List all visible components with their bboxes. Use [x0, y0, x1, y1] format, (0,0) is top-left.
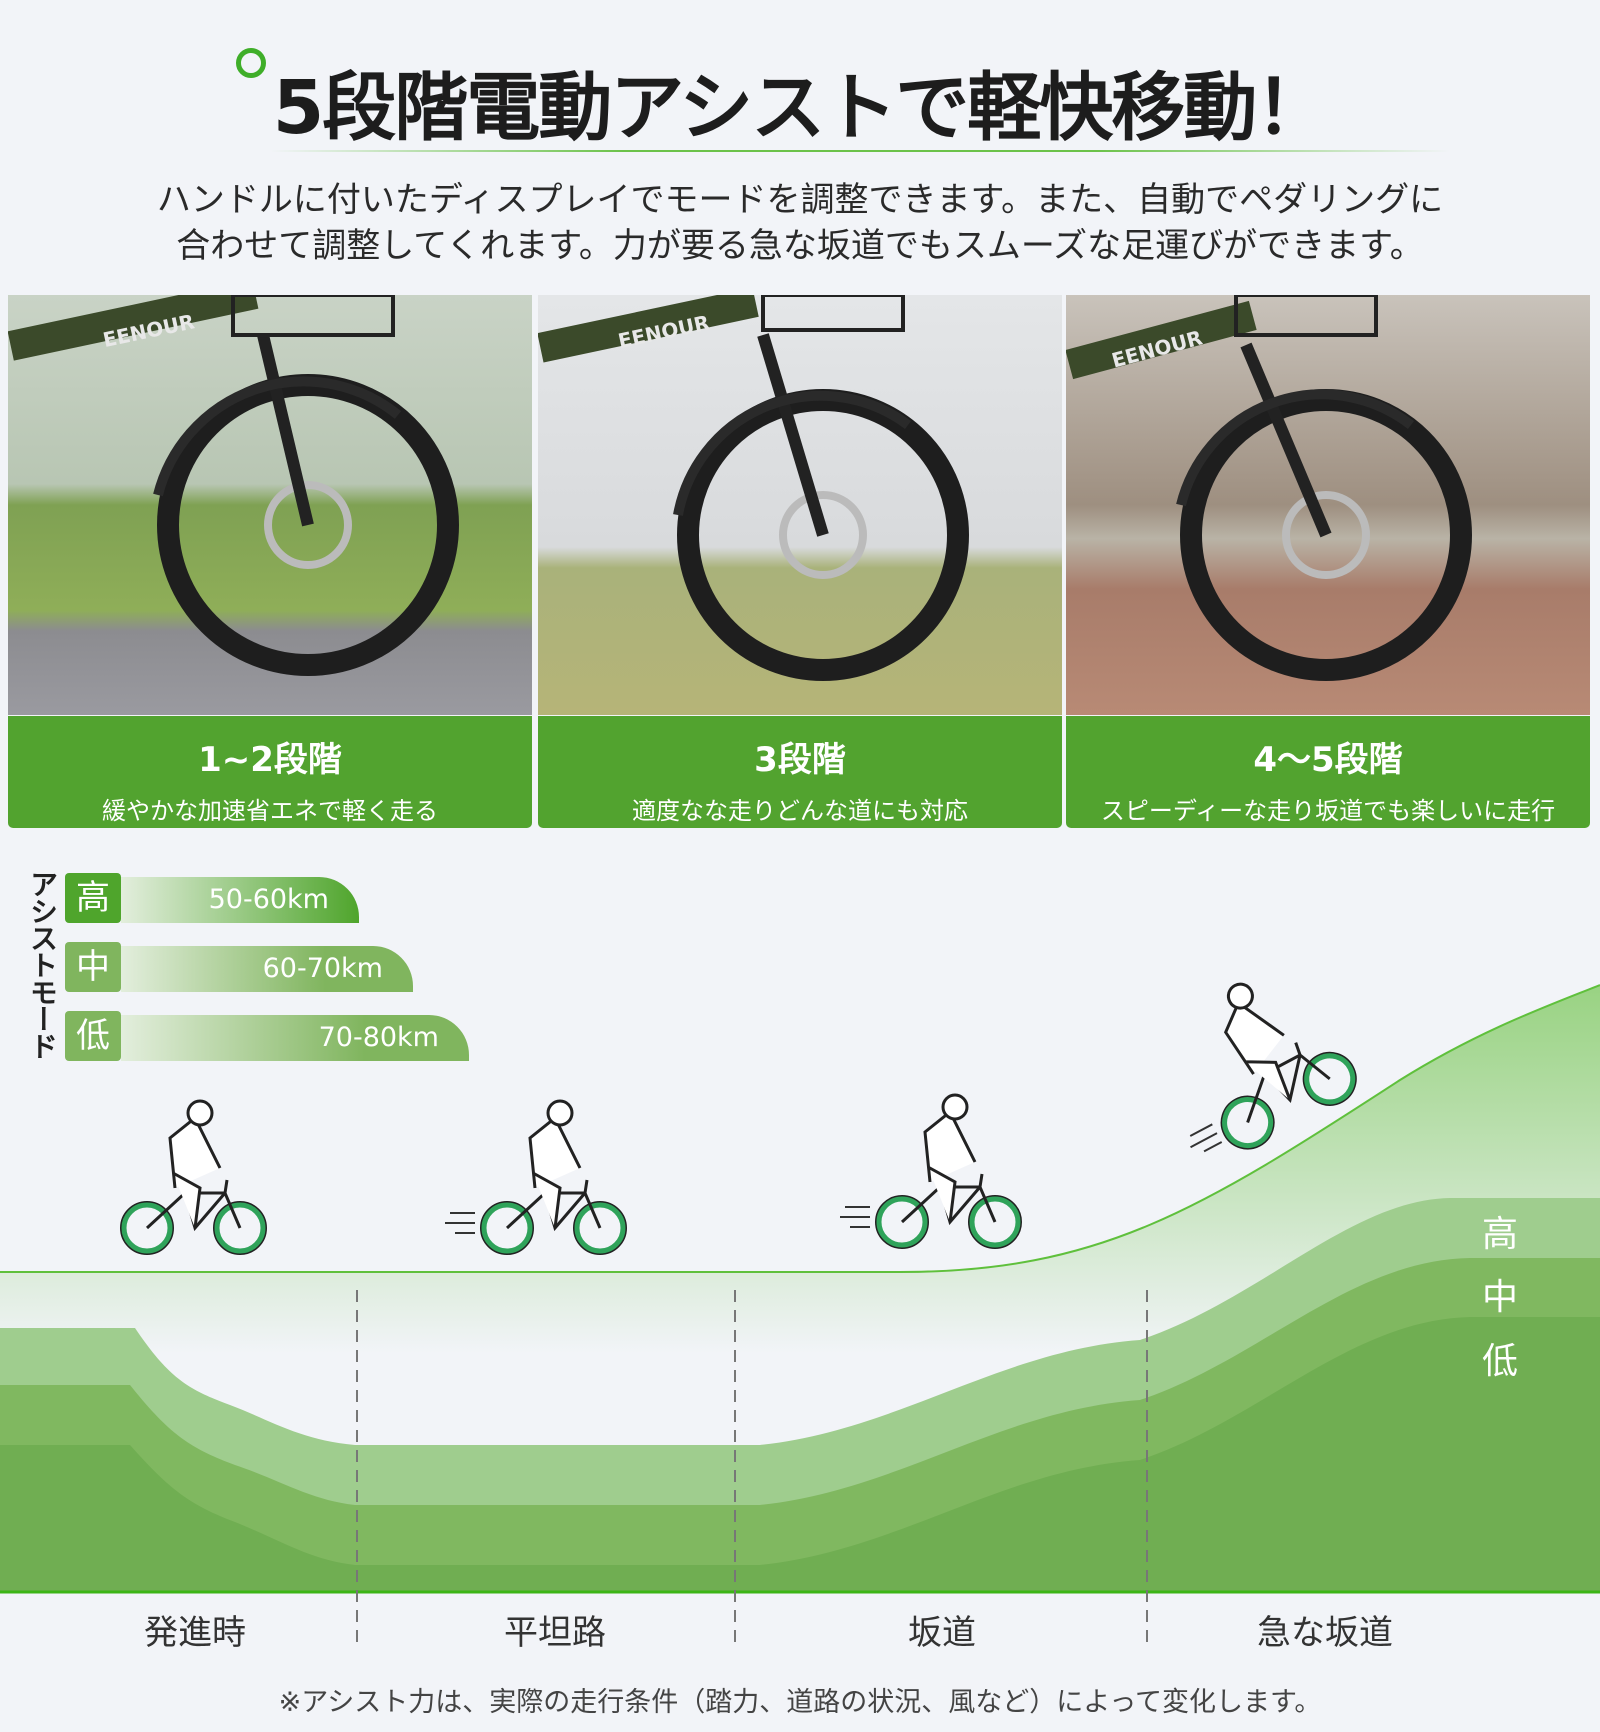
photo-panel-1: EENOUR [8, 295, 532, 715]
bike-wheel-image: EENOUR [538, 295, 969, 681]
mode-description: 適度なな走りどんな道にも対応 [632, 797, 968, 825]
mode-description: スピーディーな走り坂道でも楽しいに走行 [1100, 797, 1556, 825]
band-label-high: 高 [1481, 1214, 1518, 1255]
band-label-mid: 中 [1481, 1277, 1518, 1318]
subtitle-line-1: ハンドルに付いたディスプレイでモードを調整できます。また、自動でペダリングに [156, 180, 1444, 220]
footnote: ※アシスト力は、実際の走行条件（踏力、道路の状況、風など）によって変化します。 [278, 1687, 1322, 1718]
level-high-range: 50-60km [121, 877, 359, 923]
stage-start: 発進時 [144, 1613, 246, 1653]
mode-caption-1: 1~2段階緩やかな加速省エネで軽く走る [8, 716, 532, 828]
level-mid-badge: 中 [65, 942, 121, 992]
photo-panel-2: EENOUR [538, 295, 1062, 715]
mode-description: 緩やかな加速省エネで軽く走る [102, 797, 438, 825]
bike-wheel-image: EENOUR [1066, 295, 1472, 681]
cyclist-icon [445, 1099, 627, 1255]
level-low-range: 70-80km [121, 1015, 469, 1061]
cyclist-icon [840, 1093, 1022, 1249]
title-divider [270, 150, 1450, 152]
assist-mode-label: アシストモード [26, 870, 59, 1059]
photo-panel-3: EENOUR [1066, 295, 1590, 715]
subtitle-line-2: 合わせて調整してくれます。力が要る急な坂道でもスムーズな足運びができます。 [176, 226, 1424, 266]
mode-caption-2: 3段階適度なな走りどんな道にも対応 [538, 716, 1062, 828]
mode-heading: 3段階 [754, 740, 846, 780]
stage-steep-slope: 急な坂道 [1257, 1613, 1393, 1653]
band-low [0, 1317, 1600, 1592]
bike-wheel-image: EENOUR [8, 295, 459, 676]
mode-heading: 1~2段階 [198, 740, 342, 780]
stage-slope: 坂道 [908, 1613, 976, 1653]
mode-heading: 4〜5段階 [1253, 740, 1403, 780]
cyclist-icon [120, 1099, 267, 1255]
terrain-illustration [0, 982, 1600, 1645]
cyclist-icon [1189, 982, 1357, 1153]
level-mid-range: 60-70km [121, 946, 413, 992]
title-ring-icon [236, 48, 266, 78]
band-label-low: 低 [1481, 1341, 1518, 1382]
level-high-badge: 高 [65, 873, 121, 923]
mode-caption-3: 4〜5段階スピーディーな走り坂道でも楽しいに走行 [1066, 716, 1590, 828]
stage-flat: 平坦路 [504, 1613, 606, 1653]
level-low-badge: 低 [65, 1011, 121, 1061]
road-line [0, 984, 1600, 1273]
page-title: 5段階電動アシストで軽快移動！ [272, 65, 1330, 151]
